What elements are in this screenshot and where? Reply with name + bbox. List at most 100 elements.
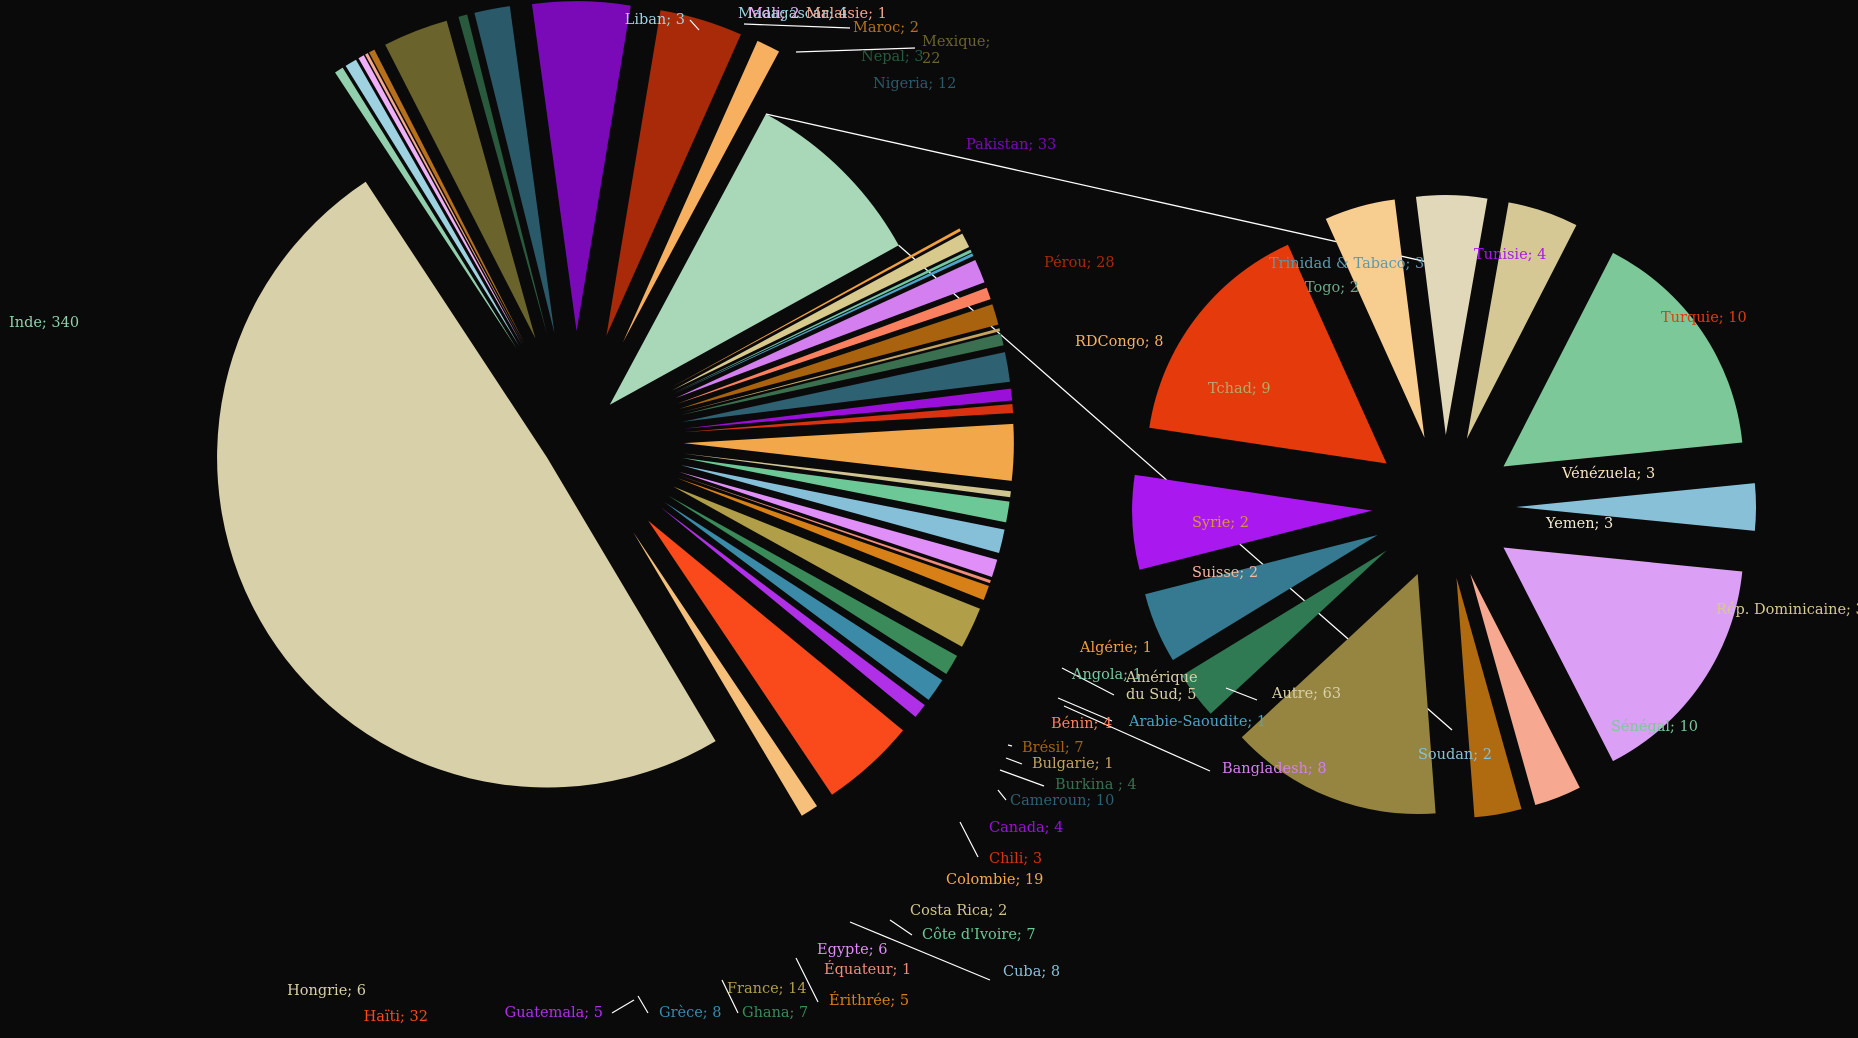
label-mexique: Mexique; 22 xyxy=(922,34,990,67)
label-haiti: Haïti; 32 xyxy=(364,1009,428,1025)
slice-bangladesh xyxy=(675,260,985,399)
slice-tunisie xyxy=(1132,474,1373,570)
label-venezuela: Vénézuela; 3 xyxy=(1561,466,1655,482)
leader-chili xyxy=(959,821,979,858)
slice-ghana xyxy=(668,495,958,674)
leader-autre xyxy=(1225,687,1258,701)
label-nigeria: Nigeria; 12 xyxy=(873,76,956,92)
slice-hongrie xyxy=(633,532,818,816)
slice-france xyxy=(673,486,980,647)
leader-bulgarie xyxy=(1005,757,1023,765)
label-mali: Mali; 2 xyxy=(748,6,800,22)
leader-amerique-du-sud xyxy=(1061,667,1115,696)
label-malaisie: Malaisie; 1 xyxy=(806,6,887,22)
label-france: France; 14 xyxy=(727,981,807,997)
slice-canada xyxy=(683,388,1013,429)
slice-senegal xyxy=(1503,252,1743,467)
slice-soudan xyxy=(1516,483,1757,531)
leader-erithree xyxy=(795,957,819,1003)
slice-equateur xyxy=(678,475,991,584)
label-autre: Autre; 63 xyxy=(1271,686,1341,702)
label-bulgarie: Bulgarie; 1 xyxy=(1032,756,1113,772)
slice-sri-lanka xyxy=(1503,547,1743,762)
slice-benin xyxy=(677,287,991,404)
label-tchad: Tchad; 9 xyxy=(1208,381,1271,397)
slice-inde xyxy=(217,181,716,788)
slice-perou xyxy=(606,10,741,336)
label-rep-dominicaine: Rép. Dominicaine; 3 xyxy=(1716,602,1858,618)
slice-trinidad-tabaco xyxy=(1145,534,1378,661)
slice-guatemala xyxy=(660,507,925,717)
leader-liban xyxy=(689,19,700,31)
leader-mexique xyxy=(795,47,916,53)
leader-grece xyxy=(637,995,649,1014)
label-turquie: Turquie; 10 xyxy=(1661,310,1747,326)
label-senegal: Sénégal; 10 xyxy=(1611,719,1698,735)
slice-bulgarie xyxy=(680,328,1001,413)
label-soudan: Soudan; 2 xyxy=(1418,747,1492,763)
slice-maroc xyxy=(369,49,525,344)
slice-togo xyxy=(1181,550,1387,714)
slice-pakistan xyxy=(531,1,631,332)
label-pakistan: Pakistan; 33 xyxy=(966,137,1056,153)
slice-algerie xyxy=(670,228,961,388)
label-liban: Liban; 3 xyxy=(625,12,685,28)
label-perou: Pérou; 28 xyxy=(1044,255,1115,271)
slice-amerique-du-sud xyxy=(671,233,970,391)
label-togo: Togo; 2 xyxy=(1305,280,1359,296)
label-trinidad-tabaco: Trinidad & Tabaco; 3 xyxy=(1269,256,1424,272)
label-tunisie: Tunisie; 4 xyxy=(1474,247,1546,263)
leader-bangladesh xyxy=(1063,705,1211,772)
leader-arabie-saoudite xyxy=(1057,697,1113,722)
label-algerie: Algérie; 1 xyxy=(1079,640,1152,656)
label-egypte: Egypte; 6 xyxy=(817,942,887,958)
label-cote-d-ivoire: Côte d'Ivoire; 7 xyxy=(922,927,1036,943)
slice-nepal xyxy=(458,14,548,335)
label-maroc: Maroc; 2 xyxy=(853,20,919,36)
label-syrie: Syrie; 2 xyxy=(1192,515,1249,531)
slice-nigeria xyxy=(474,6,555,334)
label-benin: Bénin; 4 xyxy=(1051,716,1112,732)
slice-angola xyxy=(673,249,972,394)
label-cuba: Cuba; 8 xyxy=(1003,964,1060,980)
slice-erithree xyxy=(677,477,989,601)
label-burkina: Burkina ; 4 xyxy=(1055,777,1137,793)
slice-liban xyxy=(335,67,517,349)
label-chili: Chili; 3 xyxy=(989,851,1042,867)
label-grece: Grèce; 8 xyxy=(659,1005,722,1021)
slice-turquie xyxy=(1149,244,1387,464)
slice-burkina xyxy=(681,333,1004,416)
slice-cuba xyxy=(680,465,1005,554)
slice-tchad xyxy=(1241,574,1436,815)
leader-maroc xyxy=(743,23,851,29)
label-suisse: Suisse; 2 xyxy=(1192,565,1258,581)
slice-costa-rica xyxy=(683,453,1011,498)
slice-arabie-saoudite xyxy=(673,253,974,394)
label-costa-rica: Costa Rica; 2 xyxy=(910,903,1007,919)
slice-rep-dominicaine xyxy=(1466,202,1577,439)
slice-grece xyxy=(664,502,943,700)
slice-chili xyxy=(683,403,1014,433)
label-canada: Canada; 4 xyxy=(989,820,1063,836)
main-pie xyxy=(217,1,1014,816)
label-rdcongo: RDCongo; 8 xyxy=(1075,334,1163,350)
label-arabie-saoudite: Arabie-Saoudite; 1 xyxy=(1128,714,1266,730)
slice-suisse xyxy=(1470,574,1580,806)
label-yemen: Yemen; 3 xyxy=(1545,516,1613,532)
slice-egypte xyxy=(679,471,998,577)
leader-cameroun xyxy=(997,789,1007,801)
leader-bresil xyxy=(1007,744,1013,747)
slice-cameroun xyxy=(682,352,1010,422)
label-hongrie: Hongrie; 6 xyxy=(287,983,366,999)
label-amerique-du-sud: Amérique du Sud; 5 xyxy=(1125,670,1198,703)
slice-bresil xyxy=(679,304,999,409)
label-inde: Inde; 340 xyxy=(9,315,79,331)
secondary-pie xyxy=(1132,195,1757,818)
label-bresil: Brésil; 7 xyxy=(1022,740,1084,756)
slice-colombie xyxy=(683,423,1014,481)
slice-autre xyxy=(609,114,899,405)
label-erithree: Érithrée; 5 xyxy=(829,991,909,1009)
label-cameroun: Cameroun; 10 xyxy=(1010,793,1114,809)
